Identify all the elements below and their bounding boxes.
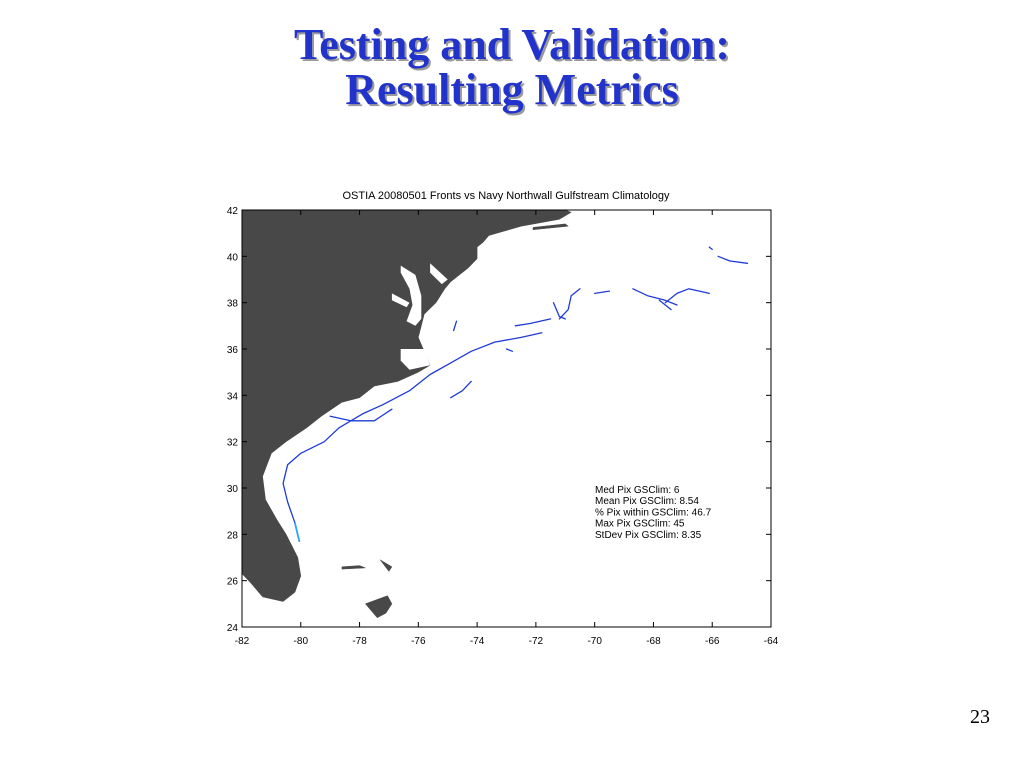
slide-title-line1: Testing and Validation: xyxy=(293,20,731,69)
water-inlet-2 xyxy=(391,293,410,308)
water-inlet-3 xyxy=(400,349,431,370)
y-tick-label: 32 xyxy=(227,438,239,449)
land-polygon-3 xyxy=(341,565,366,570)
y-tick-label: 28 xyxy=(227,530,239,541)
x-tick-label: -68 xyxy=(646,636,661,647)
x-tick-label: -66 xyxy=(705,636,720,647)
land-polygon-4 xyxy=(379,559,393,572)
y-tick-label: 34 xyxy=(227,391,239,402)
front-layer xyxy=(282,246,749,542)
front-line-6 xyxy=(505,348,514,352)
y-tick-label: 26 xyxy=(227,577,239,588)
stats-line-2: % Pix within GSClim: 46.7 xyxy=(595,507,712,518)
front-line-11 xyxy=(664,288,710,304)
land-polygon-2 xyxy=(364,595,393,619)
front-line-13 xyxy=(708,246,713,251)
front-line-0 xyxy=(282,332,543,542)
stats-line-1: Mean Pix GSClim: 8.54 xyxy=(595,496,699,507)
front-line-2 xyxy=(514,318,552,327)
front-line-8 xyxy=(594,290,611,295)
y-tick-label: 24 xyxy=(227,623,239,634)
land-polygon-1 xyxy=(532,223,569,230)
land-layer xyxy=(242,210,572,619)
front-line-7 xyxy=(450,380,472,399)
front-line-4 xyxy=(558,288,581,320)
stats-line-0: Med Pix GSClim: 6 xyxy=(595,485,680,496)
x-tick-label: -74 xyxy=(470,636,485,647)
x-tick-label: -76 xyxy=(411,636,426,647)
x-tick-label: -78 xyxy=(352,636,367,647)
y-tick-label: 42 xyxy=(227,206,239,217)
stats-line-4: StDev Pix GSClim: 8.35 xyxy=(595,530,702,541)
x-tick-label: -64 xyxy=(764,636,779,647)
water-inlet-0 xyxy=(400,265,422,326)
land-polygon-0 xyxy=(242,210,572,602)
y-tick-label: 30 xyxy=(227,484,239,495)
slide-title-line2: Resulting Metrics xyxy=(345,65,679,114)
front-line-10 xyxy=(658,299,672,311)
tick-layer: -82 -80 -78 -76 -74 -72 -70 -68 -66 -64 24 26 28 30 32… xyxy=(227,206,779,647)
y-tick-label: 38 xyxy=(227,299,239,310)
chart-title: OSTIA 20080501 Fronts vs Navy Northwall … xyxy=(342,190,670,202)
water-inlet-1 xyxy=(430,263,448,285)
slide-title: Testing and Validation: Resulting Metric… xyxy=(0,22,1024,112)
y-tick-label: 40 xyxy=(227,252,239,263)
axes-frame xyxy=(241,209,772,628)
front-line-1 xyxy=(329,408,393,422)
x-tick-label: -72 xyxy=(529,636,544,647)
x-tick-label: -80 xyxy=(294,636,309,647)
slide-number: 23 xyxy=(970,706,990,728)
front-line-3 xyxy=(552,302,566,320)
front-line-9 xyxy=(632,288,678,306)
stats-line-3: Max Pix GSClim: 45 xyxy=(595,519,685,530)
x-tick-label: -82 xyxy=(235,636,250,647)
front-highlight-segment xyxy=(294,522,301,542)
x-tick-label: -70 xyxy=(587,636,602,647)
y-tick-label: 36 xyxy=(227,345,239,356)
front-line-5 xyxy=(452,320,458,332)
front-line-12 xyxy=(717,255,749,264)
